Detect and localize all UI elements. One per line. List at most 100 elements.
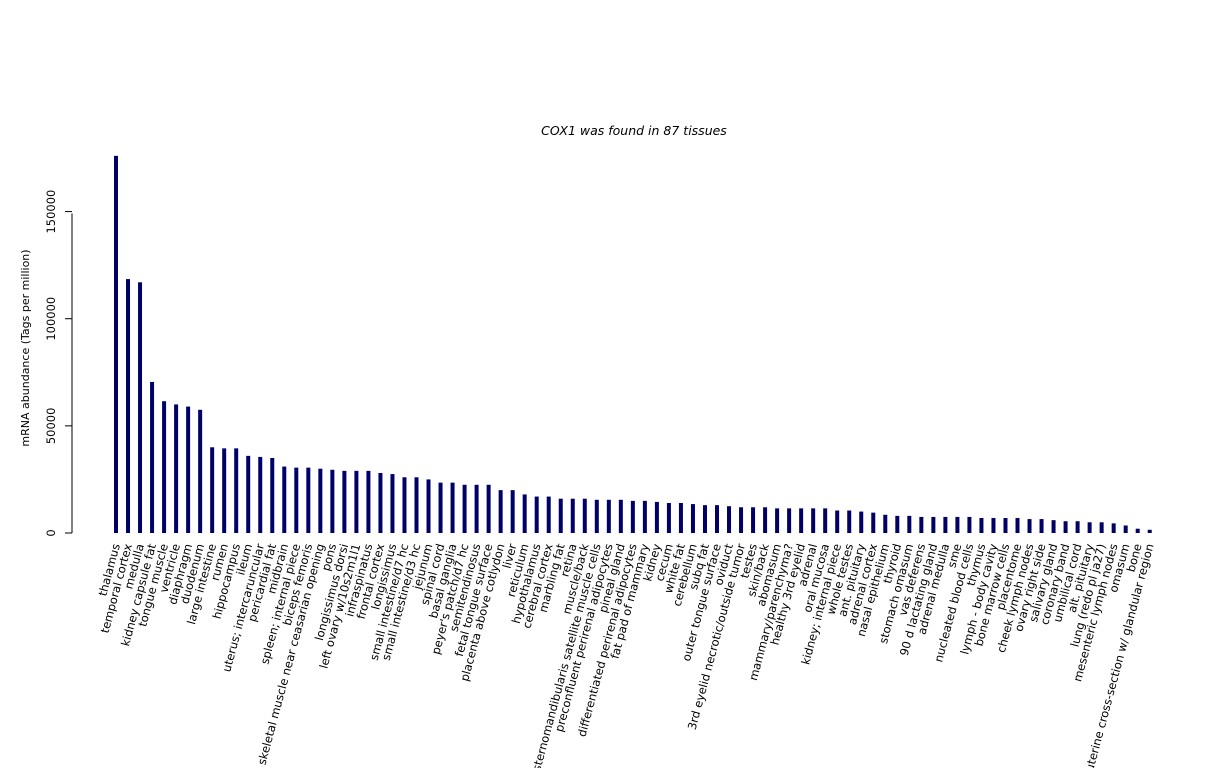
bar	[306, 467, 311, 533]
bar	[1135, 528, 1140, 533]
chart-title: COX1 was found in 87 tissues	[541, 123, 727, 138]
bar	[534, 496, 539, 533]
bar	[1039, 519, 1044, 533]
bar	[606, 499, 611, 533]
bar	[642, 500, 647, 533]
bar	[402, 477, 407, 533]
bar	[174, 404, 179, 533]
bar	[450, 482, 455, 533]
bar	[823, 508, 828, 533]
bar	[991, 518, 996, 533]
bars	[114, 155, 1152, 534]
bar	[859, 511, 864, 533]
bar	[1027, 519, 1032, 533]
bar	[222, 448, 227, 533]
bar	[414, 477, 419, 533]
bar	[654, 501, 659, 533]
bar	[799, 508, 804, 533]
bar	[907, 515, 912, 533]
bar	[618, 499, 623, 533]
bar	[1015, 518, 1020, 533]
bar	[270, 458, 275, 533]
bar	[390, 474, 395, 533]
bar	[462, 484, 467, 533]
y-axis-label: mRNA abundance (Tags per million)	[19, 249, 32, 446]
bar	[282, 466, 287, 533]
y-tick-label: 150000	[44, 190, 58, 234]
bar	[1063, 521, 1068, 533]
bar	[186, 406, 191, 533]
y-tick-label: 50000	[44, 408, 58, 445]
bar	[811, 508, 816, 533]
bar	[1087, 522, 1092, 533]
bar	[354, 470, 359, 533]
bar	[1075, 521, 1080, 533]
bar	[582, 498, 587, 533]
bar	[246, 455, 251, 533]
bar	[114, 155, 118, 534]
bar	[342, 470, 347, 533]
bar	[474, 484, 479, 533]
bar	[979, 518, 984, 533]
bar	[1147, 529, 1152, 533]
y-axis-ticks: 0 50000 100000 150000	[44, 190, 72, 537]
bar	[775, 508, 780, 533]
bar	[546, 496, 551, 533]
bar	[378, 473, 383, 533]
bar	[1123, 525, 1128, 533]
x-tick-label: liver	[500, 542, 520, 570]
bar	[1111, 523, 1116, 533]
bar	[835, 510, 840, 533]
bar	[510, 490, 515, 533]
bar	[1051, 520, 1056, 533]
bar	[1099, 522, 1104, 533]
bar	[847, 510, 852, 533]
bar	[318, 468, 323, 533]
bar	[570, 498, 575, 533]
bar	[162, 401, 167, 533]
bar	[486, 484, 491, 533]
bar	[690, 504, 695, 533]
bar	[258, 456, 263, 533]
bar	[150, 381, 155, 533]
bar	[138, 282, 143, 533]
bar	[522, 494, 527, 533]
bar	[330, 469, 335, 533]
bar	[739, 507, 744, 533]
bar	[1003, 518, 1008, 533]
bar	[198, 409, 203, 533]
bar	[126, 279, 131, 533]
bar	[751, 507, 756, 533]
bar	[558, 498, 563, 533]
y-tick-label: 0	[44, 529, 58, 536]
bar	[234, 448, 239, 533]
x-tick-label: sme	[944, 542, 964, 569]
bar	[630, 500, 635, 533]
bar	[210, 447, 215, 533]
bar	[678, 503, 683, 533]
bar	[895, 515, 900, 533]
bar	[426, 479, 431, 533]
bar	[919, 516, 924, 533]
bar	[498, 490, 503, 533]
bar	[943, 516, 948, 533]
bar	[366, 470, 371, 533]
bar	[594, 499, 599, 533]
bar	[438, 482, 443, 533]
x-tick-label: pons	[319, 542, 340, 572]
bar	[702, 505, 707, 533]
bar	[763, 507, 768, 533]
bar	[967, 516, 972, 533]
bar	[871, 512, 876, 533]
bar	[715, 505, 719, 533]
bar	[727, 506, 732, 533]
bar	[666, 503, 671, 533]
bar	[294, 467, 299, 533]
bar	[955, 516, 960, 533]
y-tick-label: 100000	[44, 297, 58, 341]
bar	[931, 516, 936, 533]
bar	[787, 508, 792, 533]
bar	[883, 514, 888, 533]
